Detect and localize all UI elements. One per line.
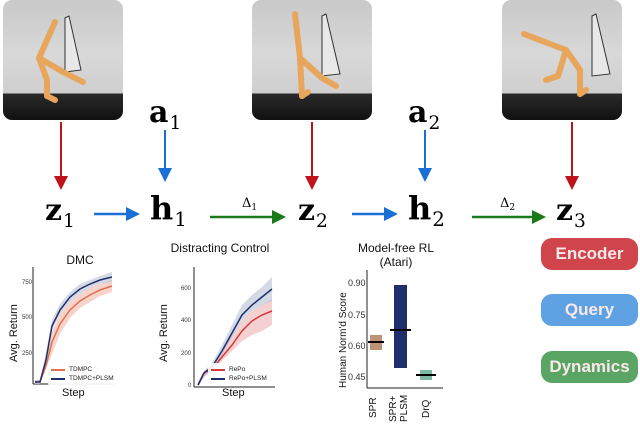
delta-1-label: Δ1 [242, 196, 258, 213]
chart-dc-ytick: 600 [181, 286, 192, 292]
legend-swatch [211, 368, 225, 371]
query-legend-pill: Query [541, 294, 638, 326]
walker-figure-icon [36, 15, 86, 103]
legend-label: RePo+PLSM [229, 375, 267, 382]
dynamics-legend-pill: Dynamics [541, 351, 638, 383]
chart-dmc-title: DMC [66, 253, 94, 267]
chart-atari-plot [366, 270, 443, 389]
node-a2: a2 [408, 95, 441, 134]
chart-dmc-ytick: 250 [22, 351, 33, 357]
chart-dc-ytick: 0 [188, 383, 192, 389]
chart-atari-ytick: 0.60 [348, 341, 366, 351]
chart-dmc-ytick: 750 [22, 280, 33, 286]
encoder-arrow-2 [305, 122, 319, 190]
dynamics-arrow-2 [472, 210, 546, 224]
chart-dc-legend: RePo RePo+PLSM [208, 363, 270, 385]
node-h2: h2 [408, 189, 445, 231]
walker-figure-icon [292, 11, 341, 99]
node-z3: z3 [556, 193, 586, 232]
action-arrow-1 [158, 130, 172, 182]
chart-atari-ytick: 0.75 [348, 310, 366, 320]
legend-label: TDMPC+PLSM [69, 375, 114, 382]
chart-dc-ytick: 400 [181, 318, 192, 324]
chart-dmc-xlabel: Step [62, 387, 85, 399]
legend-swatch [211, 377, 225, 380]
walker-figure-icon [521, 13, 611, 97]
chart-dmc-plot [32, 267, 115, 385]
legend-label: RePo [229, 366, 246, 373]
chart-dc-xlabel: Step [222, 387, 245, 399]
frame-t1 [3, 0, 123, 120]
frame-t3 [502, 0, 622, 120]
chart-atari-xtick: SPR+ PLSM [388, 394, 410, 422]
delta-2-label: Δ2 [500, 196, 516, 213]
node-a1: a1 [149, 95, 182, 134]
chart-dc-ytick: 200 [181, 351, 192, 357]
node-z2: z2 [298, 193, 328, 232]
action-arrow-2 [418, 130, 432, 182]
chart-dmc-ylabel: Avg. Return [8, 304, 20, 362]
chart-atari-ytick: 0.45 [348, 372, 366, 382]
chart-dmc-ytick: 500 [22, 315, 33, 321]
chart-atari-xtick: DrQ [421, 399, 432, 418]
legend-swatch [51, 377, 65, 380]
chart-dmc-legend: TDMPC TDMPC+PLSM [48, 363, 117, 385]
node-z1: z1 [45, 193, 75, 232]
query-arrow-1 [94, 207, 140, 221]
encoder-arrow-3 [565, 122, 579, 190]
chart-dc-title: Distracting Control [170, 241, 270, 255]
chart-atari-xtick: SPR [368, 397, 379, 418]
frame-t2 [252, 0, 372, 120]
chart-dc-ylabel: Avg. Return [158, 304, 170, 362]
encoder-arrow-1 [54, 122, 68, 190]
dynamics-arrow-1 [210, 210, 286, 224]
legend-swatch [51, 368, 65, 371]
legend-label: TDMPC [69, 366, 93, 373]
node-h1: h1 [150, 189, 187, 231]
query-arrow-2 [352, 207, 398, 221]
encoder-legend-pill: Encoder [541, 238, 638, 270]
chart-atari-ytick: 0.90 [348, 278, 366, 288]
chart-atari-title: Model-free RL (Atari) [357, 241, 435, 269]
